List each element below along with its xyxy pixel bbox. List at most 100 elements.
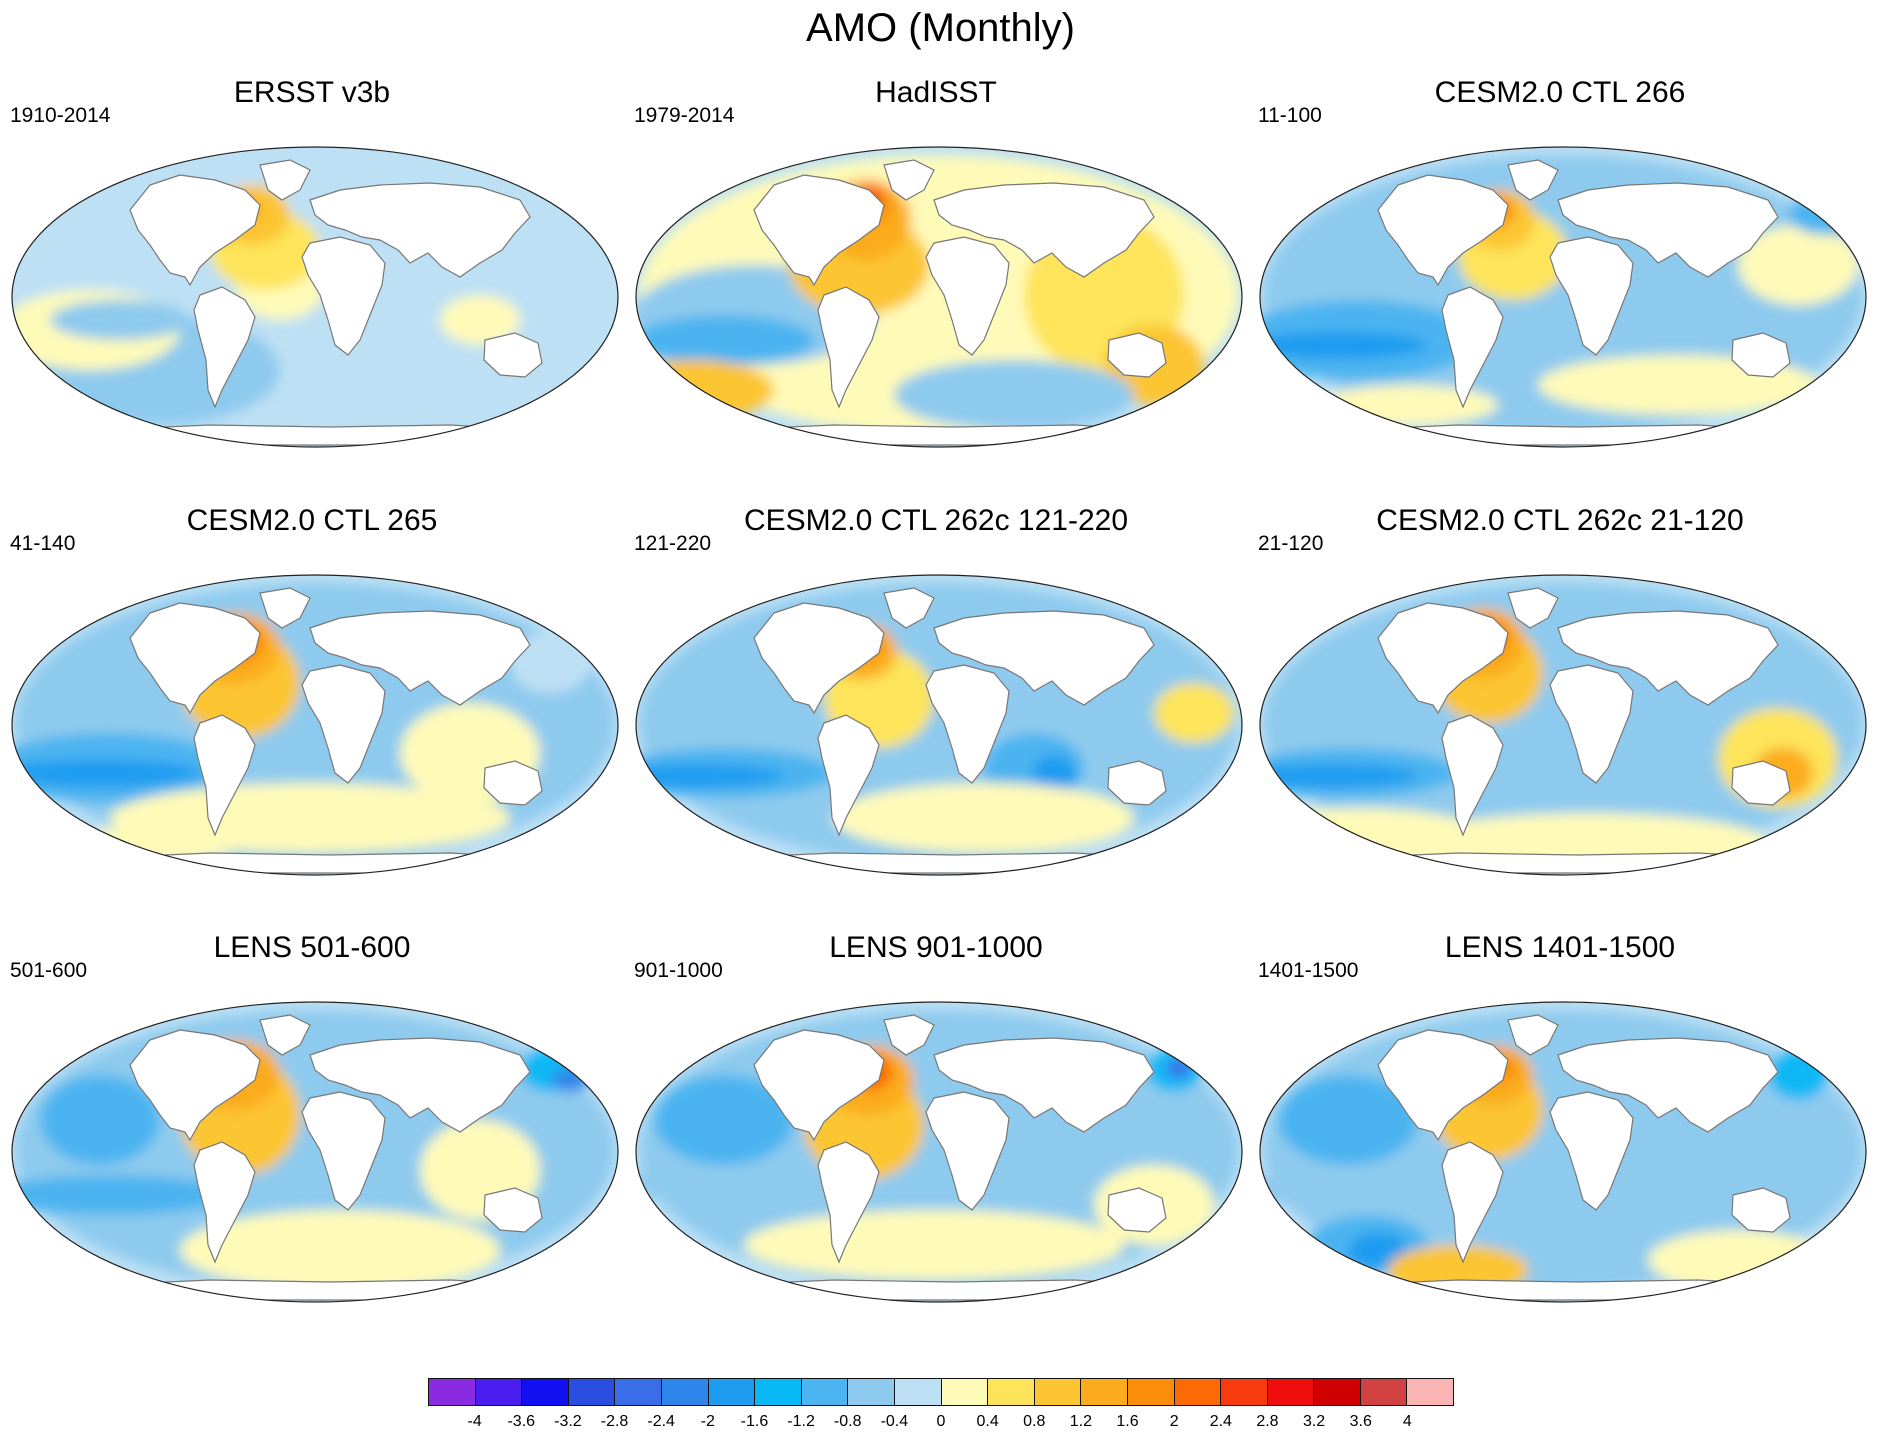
continent-outline <box>1441 714 1504 837</box>
panel-years: 901-1000 <box>634 959 723 982</box>
colorbar-swatch <box>474 1378 523 1406</box>
continent-outline <box>309 182 531 278</box>
colorbar-label: 3.6 <box>1349 1413 1372 1430</box>
colorbar-label: 2 <box>1169 1413 1179 1430</box>
continent-outline <box>301 664 386 784</box>
map-border <box>1259 1001 1867 1303</box>
continent-outline <box>753 602 885 715</box>
continent-outline <box>933 610 1155 706</box>
panel-years: 1910-2014 <box>10 104 111 127</box>
panel-title: HadISST <box>875 76 997 109</box>
world-map <box>11 574 619 876</box>
anomaly-contour <box>1260 1172 1478 1208</box>
panel-title: LENS 501-600 <box>213 931 411 964</box>
colorbar-swatch <box>847 1378 895 1406</box>
panel-title: ERSST v3b <box>233 76 391 109</box>
colorbar-label: -0.8 <box>833 1413 862 1430</box>
continent-outline <box>1441 286 1504 409</box>
continent-outline <box>129 1029 261 1142</box>
continent-outline <box>259 587 311 629</box>
anomaly-contour <box>50 300 190 340</box>
anomaly-contour <box>440 295 520 345</box>
map-border <box>11 1001 619 1303</box>
panel-title: LENS 901-1000 <box>829 931 1043 964</box>
anomaly-contour <box>1154 683 1234 743</box>
colorbar-label: 0 <box>936 1413 946 1430</box>
panel-years: 11-100 <box>1258 104 1322 127</box>
anomaly-contour <box>654 1075 794 1165</box>
map-border <box>1259 574 1867 876</box>
continent-outline <box>1107 760 1167 806</box>
continent-outline <box>817 1141 880 1264</box>
map-panel: LENS 501-600 501-600 <box>0 930 624 1335</box>
anomaly-contour <box>40 1075 160 1165</box>
colorbar-label: 2.4 <box>1209 1413 1232 1430</box>
continent-outline <box>1507 1014 1559 1056</box>
continent-outline <box>1377 602 1509 715</box>
anomaly-contour <box>12 759 200 787</box>
anomaly-contour <box>744 1210 1124 1280</box>
world-map <box>11 146 619 448</box>
map-border <box>1259 146 1867 448</box>
colorbar-label: 1.2 <box>1069 1413 1093 1430</box>
colorbar-label: 0.4 <box>976 1413 999 1430</box>
anomaly-contour <box>1318 385 1498 425</box>
sst-anomaly-field <box>12 1002 618 1302</box>
continent-outline <box>193 286 256 409</box>
anomaly-contour <box>1788 195 1866 235</box>
continent-outline <box>259 1014 311 1056</box>
sst-anomaly-field <box>1260 1002 1866 1302</box>
colorbar-label: -2.8 <box>600 1413 629 1430</box>
anomaly-contour <box>510 633 590 693</box>
map-panel: CESM2.0 CTL 266 11-100 <box>1248 75 1872 480</box>
map-panel: LENS 1401-1500 1401-1500 <box>1248 930 1872 1335</box>
continent-outline <box>309 610 531 706</box>
figure-title: AMO (Monthly) <box>806 6 1075 50</box>
continent-outline <box>1107 332 1167 378</box>
panel-years: 1979-2014 <box>634 104 735 127</box>
colorbar-swatch <box>1080 1378 1128 1406</box>
continent-outline <box>753 174 885 287</box>
colorbar-label: -3.2 <box>554 1413 582 1430</box>
continent-outline <box>483 332 543 378</box>
continent-outline <box>817 286 880 409</box>
anomaly-contour <box>12 1175 230 1215</box>
continent-outline <box>301 236 386 356</box>
map-panel: LENS 901-1000 901-1000 <box>624 930 1248 1335</box>
continent-outline <box>883 1014 935 1056</box>
map-border <box>11 574 619 876</box>
colorbar-label: -1.6 <box>740 1413 769 1430</box>
colorbar-label: 4 <box>1402 1413 1412 1430</box>
colorbar-swatch <box>521 1378 569 1406</box>
sst-anomaly-field <box>1260 575 1866 875</box>
colorbar-swatch <box>1033 1378 1082 1406</box>
continent-outline <box>817 714 880 837</box>
anomaly-contour <box>834 783 1134 853</box>
continent-outline <box>1107 1187 1167 1233</box>
map-panel: CESM2.0 CTL 265 41-140 <box>0 503 624 908</box>
anomaly-contour <box>1738 225 1858 305</box>
panel-years: 1401-1500 <box>1258 959 1359 982</box>
colorbar-swatch <box>1359 1378 1408 1406</box>
continent-outline <box>883 587 935 629</box>
colorbar-label: -2.4 <box>647 1413 675 1430</box>
continent-outline <box>925 664 1010 784</box>
continent-outline <box>1557 182 1779 278</box>
continent-outline <box>1731 1187 1791 1233</box>
continent-outline <box>259 159 311 201</box>
continent-outline <box>129 174 261 287</box>
colorbar-swatch <box>1220 1378 1268 1406</box>
continent-outline <box>1507 159 1559 201</box>
colorbar-swatch <box>660 1378 709 1406</box>
continent-outline <box>1549 1091 1634 1211</box>
continent-outline <box>925 1091 1010 1211</box>
continent-outline <box>129 602 261 715</box>
colorbar-swatch <box>754 1378 802 1406</box>
continent-outline <box>933 182 1155 278</box>
colorbar-label: -4 <box>467 1413 482 1430</box>
map-panel: CESM2.0 CTL 262c 121-220 121-220 <box>624 503 1248 908</box>
map-panel: ERSST v3b 1910-2014 <box>0 75 624 480</box>
panel-years: 121-220 <box>634 532 712 555</box>
panel-title: CESM2.0 CTL 265 <box>186 504 438 537</box>
map-panel: HadISST 1979-2014 <box>624 75 1248 480</box>
